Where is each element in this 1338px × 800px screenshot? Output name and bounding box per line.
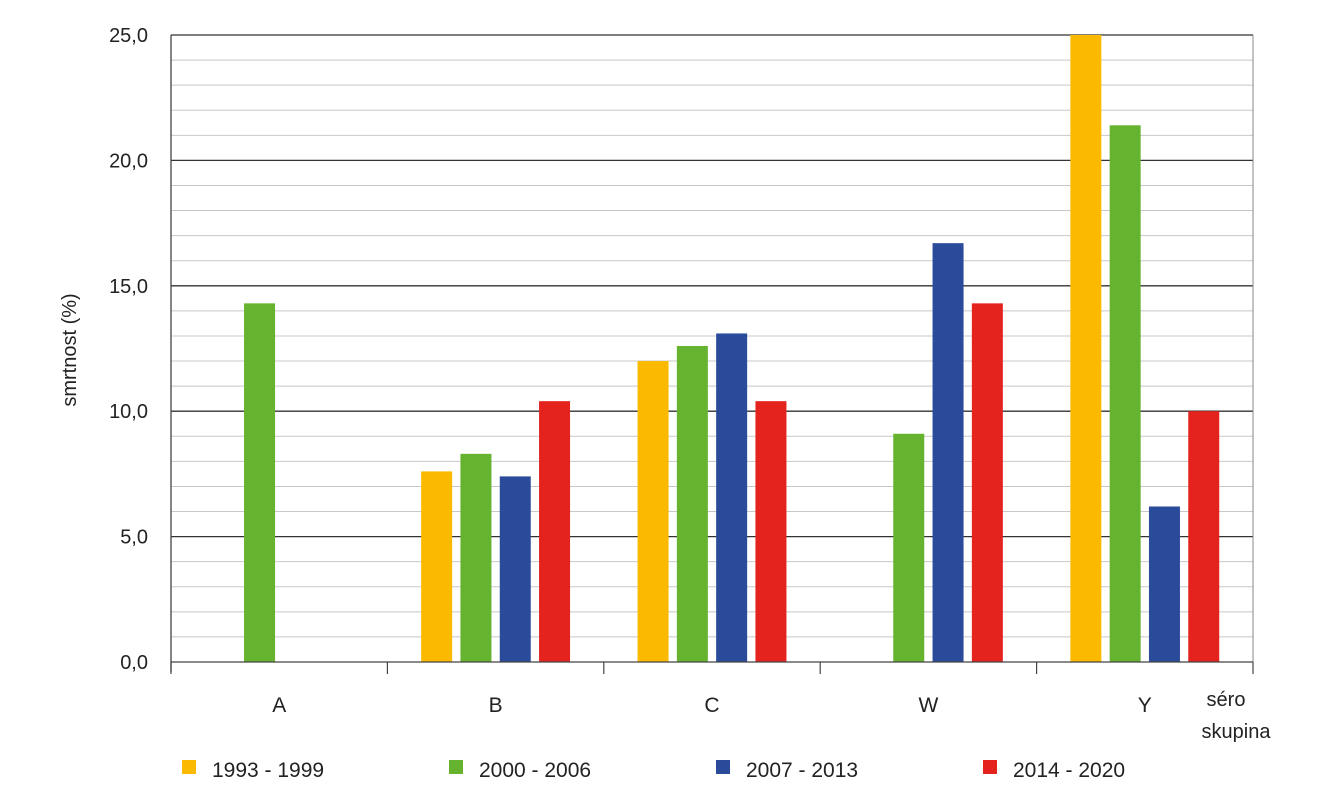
bar-B-2007-2013: [499, 476, 531, 662]
legend: 1993 - 1999 2000 - 2006 2007 - 2013 2014 - …: [182, 759, 1125, 782]
y-tick-label: 0,0: [120, 652, 148, 674]
bar-C-2000-2006: [676, 345, 708, 662]
legend-label: 1993 - 1999: [212, 759, 324, 782]
bar-C-2014-2020: [755, 401, 787, 662]
legend-label: 2000 - 2006: [479, 759, 591, 782]
bar-Y-1993-1999: [1070, 35, 1102, 662]
y-tick-label: 5,0: [120, 527, 148, 549]
x-category-label: B: [489, 694, 503, 717]
y-axis-title: smrtnost (%): [59, 293, 81, 406]
bar-C-2007-2013: [716, 333, 748, 662]
x-category-label: Y: [1138, 694, 1152, 717]
y-tick-label: 15,0: [109, 276, 148, 298]
bar-B-2000-2006: [460, 453, 492, 662]
legend-swatch: [182, 760, 196, 774]
x-category-label: C: [704, 694, 719, 717]
legend-swatch: [449, 760, 463, 774]
legend-swatch: [716, 760, 730, 774]
bar-A-2000-2006: [244, 303, 276, 662]
legend-label: 2007 - 2013: [746, 759, 858, 782]
bar-B-2014-2020: [539, 401, 571, 662]
bar-W-2007-2013: [932, 243, 964, 662]
bar-Y-2014-2020: [1188, 411, 1220, 662]
legend-swatch: [983, 760, 997, 774]
x-category-label: A: [272, 694, 286, 717]
axes: [170, 35, 1254, 674]
bar-Y-2000-2006: [1109, 125, 1141, 662]
y-tick-label: 20,0: [109, 150, 148, 172]
y-tick-label: 10,0: [109, 401, 148, 423]
bar-C-1993-1999: [637, 361, 669, 662]
bar-W-2014-2020: [971, 303, 1003, 662]
x-axis-title-line1: séro: [1207, 689, 1246, 711]
bar-Y-2007-2013: [1148, 506, 1180, 662]
x-category-label: W: [918, 694, 938, 717]
bar-W-2000-2006: [893, 433, 925, 662]
bars: [244, 35, 1220, 662]
legend-label: 2014 - 2020: [1013, 759, 1125, 782]
y-tick-label: 25,0: [109, 25, 148, 47]
bar-B-1993-1999: [421, 471, 453, 662]
x-axis-title-line2: skupina: [1202, 721, 1272, 743]
y-tick-labels: 0,0 5,0 10,0 15,0 20,0 25,0: [109, 25, 148, 674]
